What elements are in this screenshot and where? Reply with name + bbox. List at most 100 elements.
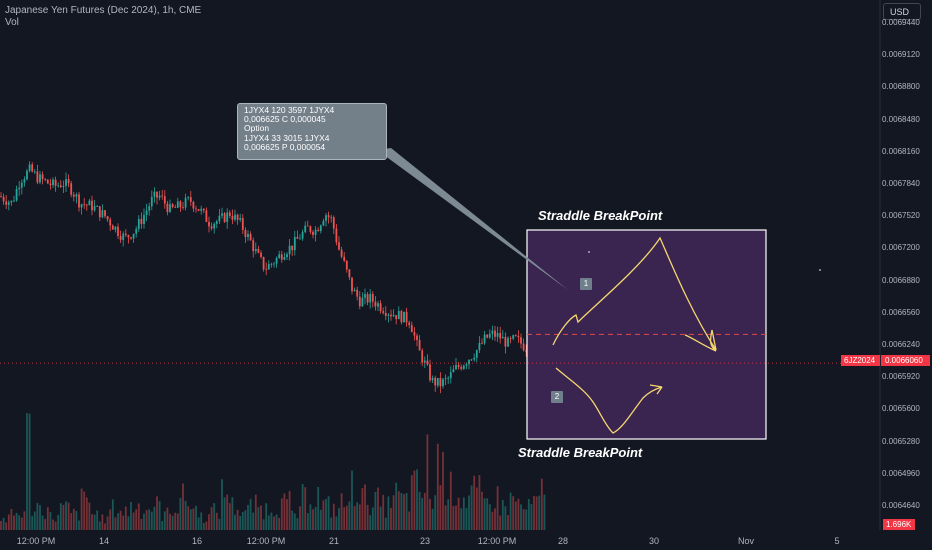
candle-body	[309, 226, 312, 232]
candle-body	[265, 269, 268, 271]
volume-bar	[366, 504, 369, 530]
candle-body	[410, 325, 413, 333]
volume-bar	[111, 499, 114, 530]
volume-bar	[455, 505, 457, 530]
straddle-title-top[interactable]: Straddle BreakPoint	[538, 208, 663, 223]
volume-bar	[507, 514, 509, 530]
volume-bar	[356, 502, 359, 530]
marker-1[interactable]: 1	[580, 278, 592, 290]
candle-body	[468, 359, 470, 365]
candle-body	[270, 263, 273, 265]
volume-bar	[213, 503, 216, 530]
marker-2[interactable]: 2	[551, 391, 563, 403]
candle-body	[130, 237, 132, 239]
candle-body	[59, 185, 62, 188]
volume-bar	[156, 496, 158, 530]
volume-bar	[488, 504, 491, 530]
candle-body	[475, 350, 478, 358]
volume-bar	[460, 508, 463, 530]
candle-body	[499, 333, 502, 339]
candle-body	[387, 314, 390, 316]
volume-bar	[5, 522, 8, 530]
x-tick-label: 5	[834, 536, 840, 546]
candle-body	[231, 216, 234, 220]
y-tick-label: 0.0067840	[882, 179, 920, 188]
symbol-title[interactable]: Japanese Yen Futures (Dec 2024), 1h, CME	[5, 5, 202, 16]
volume-bar	[457, 497, 460, 530]
volume-bar	[371, 507, 374, 530]
volume-bar	[262, 519, 265, 530]
candle-body	[70, 183, 73, 195]
candle-body	[189, 197, 192, 202]
volume-bar	[132, 512, 135, 530]
candle-body	[202, 208, 205, 211]
candle-body	[80, 204, 83, 208]
volume-bar	[520, 504, 522, 530]
candle-body	[356, 289, 359, 297]
candle-body	[254, 248, 257, 252]
candle-body	[382, 311, 385, 313]
x-tick-label: 12:00 PM	[246, 536, 286, 546]
volume-bar	[538, 495, 541, 530]
volume-bar	[67, 502, 70, 530]
volume-bar	[85, 497, 88, 530]
volume-bar	[210, 507, 213, 530]
volume-bar	[252, 512, 255, 530]
candle-body	[197, 209, 200, 211]
callout-line-1: 1JYX4 120 3597 1JYX4	[244, 105, 335, 115]
volume-bar	[431, 508, 434, 530]
candle-body	[7, 202, 10, 205]
volume-bar	[434, 495, 437, 530]
volume-bar	[28, 413, 31, 530]
volume-bar	[397, 491, 400, 530]
candle-body	[364, 294, 366, 298]
volume-bar	[260, 505, 262, 530]
volume-bar	[384, 517, 387, 530]
candle-body	[109, 219, 112, 226]
candle-body	[176, 201, 179, 208]
candle-body	[267, 264, 270, 270]
candle-body	[72, 194, 75, 197]
currency-button[interactable]: USD	[883, 3, 921, 20]
candle-body	[26, 170, 28, 180]
volume-bar	[31, 515, 34, 530]
volume-bar	[15, 512, 18, 530]
candle-body	[390, 314, 392, 317]
candle-body	[166, 203, 169, 212]
volume-bar	[291, 510, 294, 530]
volume-bar	[517, 498, 520, 530]
candle-body	[283, 257, 286, 260]
candle-body	[78, 194, 80, 208]
candle-body	[335, 228, 338, 243]
volume-bar	[44, 518, 47, 530]
y-tick-label: 0.0066880	[882, 275, 920, 285]
straddle-title-bottom[interactable]: Straddle BreakPoint	[518, 445, 643, 460]
candle-body	[322, 220, 325, 226]
volume-bar	[101, 514, 104, 530]
volume-bar	[70, 513, 73, 530]
candle-body	[431, 377, 434, 381]
volume-bar	[465, 507, 468, 530]
candle-body	[494, 330, 496, 337]
candle-body	[377, 303, 379, 307]
candle-body	[10, 200, 13, 203]
candle-body	[293, 236, 296, 251]
candle-body	[5, 201, 8, 205]
volume-bar	[205, 521, 208, 530]
volume-bar	[275, 514, 278, 530]
candle-body	[101, 210, 104, 218]
candle-body	[483, 334, 486, 344]
volume-label[interactable]: Vol	[5, 17, 19, 28]
candle-body	[358, 296, 361, 307]
candle-body	[174, 206, 177, 208]
candle-body	[429, 364, 431, 381]
volume-bar	[403, 494, 405, 530]
candle-body	[512, 335, 515, 339]
volume-bar	[312, 509, 314, 530]
y-tick-label: 0.0067520	[882, 211, 920, 221]
option-callout[interactable]: 1JYX4 120 3597 1JYX4 0,006625 C 0,000045…	[237, 103, 387, 160]
x-tick-label: 12:00 PM	[477, 536, 517, 546]
candle-body	[106, 216, 109, 220]
candle-body	[169, 204, 171, 212]
